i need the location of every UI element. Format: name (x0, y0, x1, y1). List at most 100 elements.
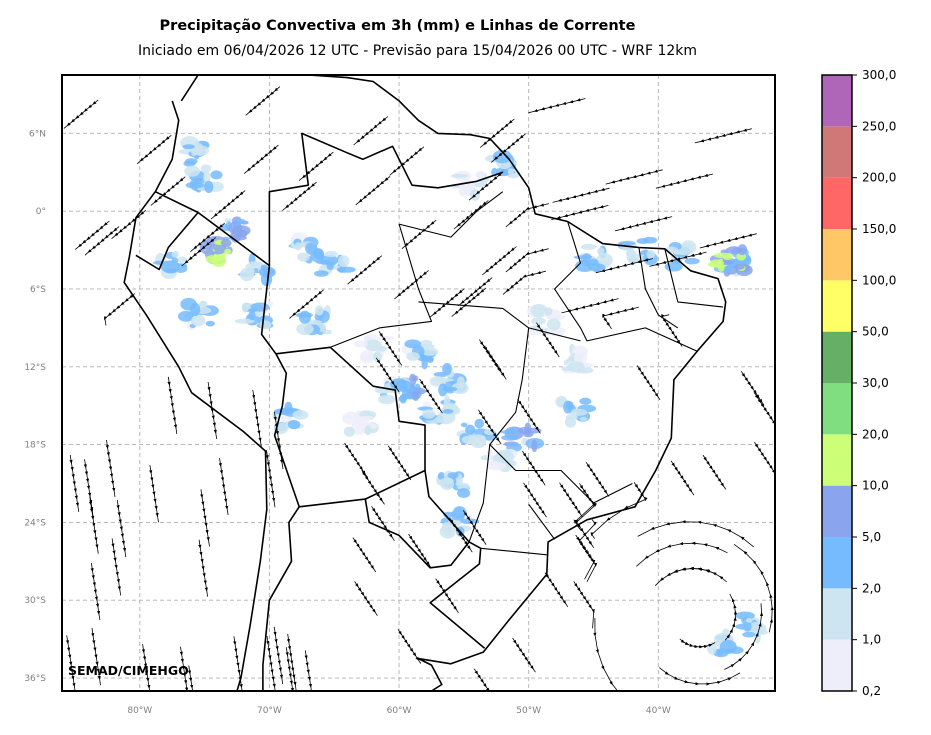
streamline (371, 506, 395, 541)
streamline (273, 411, 284, 469)
streamline (479, 118, 515, 148)
precip-cell (192, 145, 210, 156)
precip-cell (191, 314, 206, 327)
colorbar-tick-label: 300,0 (862, 68, 896, 82)
streamline (478, 409, 502, 445)
precip-cell (177, 256, 188, 263)
precip-cell (426, 355, 434, 364)
precip-cell (338, 255, 350, 268)
streamline (505, 203, 549, 228)
state-border (664, 248, 724, 308)
precip-cell (743, 622, 752, 632)
precip-cell (210, 170, 223, 180)
streamline (207, 381, 218, 440)
precip-cell (742, 631, 756, 638)
streamline (375, 357, 400, 393)
precip-cell (412, 390, 420, 402)
precip-cell (544, 307, 553, 317)
precip-cell (377, 346, 388, 352)
precip-cell (452, 506, 467, 519)
streamline (104, 293, 136, 326)
lon-tick-label: 70°W (257, 706, 282, 716)
streamline (265, 450, 276, 508)
streamline (473, 668, 496, 691)
streamline (187, 665, 198, 691)
precip-cell (313, 270, 329, 277)
streamline (355, 175, 391, 206)
streamline (593, 617, 653, 691)
precip-cell (306, 319, 322, 325)
streamline (561, 298, 619, 314)
precip-cell (709, 259, 725, 266)
streamline (210, 190, 246, 220)
country-border (262, 506, 300, 691)
map-subtitle: Iniciado em 06/04/2026 12 UTC - Previsão… (137, 43, 698, 59)
precip-cell (723, 255, 732, 261)
lon-tick-label: 50°W (516, 706, 541, 716)
precip-cell (495, 449, 515, 464)
precip-cell (199, 300, 208, 308)
streamline (344, 442, 368, 478)
precip-cell (190, 302, 201, 317)
precip-cell (292, 410, 309, 420)
precip-cell (507, 168, 515, 176)
precip-cell (399, 395, 408, 402)
colorbar-segment (822, 177, 852, 229)
streamline (435, 578, 459, 614)
precip-cell (287, 419, 301, 430)
precip-cell (404, 339, 422, 349)
colorbar-tick-label: 5,0 (862, 530, 881, 544)
precip-cell (486, 449, 494, 462)
precip-cell (568, 408, 588, 416)
streamline (636, 541, 728, 567)
lon-tick-label: 80°W (127, 706, 152, 716)
colorbar-tick-label: 20,0 (862, 427, 889, 441)
precip-cell (664, 261, 683, 272)
precip-cell (231, 225, 251, 236)
precip-cell (567, 361, 585, 373)
streamline (694, 128, 752, 144)
country-border (268, 132, 504, 266)
precip-cell (200, 164, 212, 173)
streamline (179, 646, 190, 691)
streamline (116, 500, 127, 558)
streamline (544, 572, 569, 608)
precip-cell (241, 302, 249, 313)
precip-cell (171, 250, 179, 258)
map-frame (61, 74, 776, 692)
colorbar-tick-label: 30,0 (862, 376, 889, 390)
state-border (489, 327, 633, 504)
precip-cell (224, 218, 232, 223)
colorbar-segment (822, 75, 852, 127)
precip-cell (684, 257, 700, 265)
colorbar-segment (822, 588, 852, 640)
streamline (575, 500, 598, 549)
precip-cell (457, 488, 471, 499)
streamline (605, 169, 663, 185)
precip-cell (350, 421, 368, 435)
precip-cell (224, 248, 232, 255)
streamline (200, 489, 210, 547)
streamline (670, 460, 695, 496)
precip-cell (205, 255, 220, 264)
streamline (754, 441, 775, 474)
lat-tick-label: 18°S (24, 441, 46, 451)
precip-cell (474, 418, 485, 429)
precip-cell (324, 250, 338, 258)
streamline (111, 538, 122, 596)
streamline (536, 322, 560, 358)
precip-cell (438, 383, 448, 397)
streamline (724, 593, 738, 641)
streamline (602, 306, 639, 330)
colorbar-segment (822, 280, 852, 332)
precip-cell (322, 329, 333, 335)
precip-cell (205, 320, 215, 327)
streamline (167, 376, 178, 434)
precip-cell (393, 380, 413, 392)
precip-cell (442, 362, 452, 376)
precip-cell (522, 430, 534, 438)
lon-tick-label: 60°W (387, 706, 412, 716)
precip-cell (259, 320, 272, 330)
precip-cell (220, 238, 232, 248)
